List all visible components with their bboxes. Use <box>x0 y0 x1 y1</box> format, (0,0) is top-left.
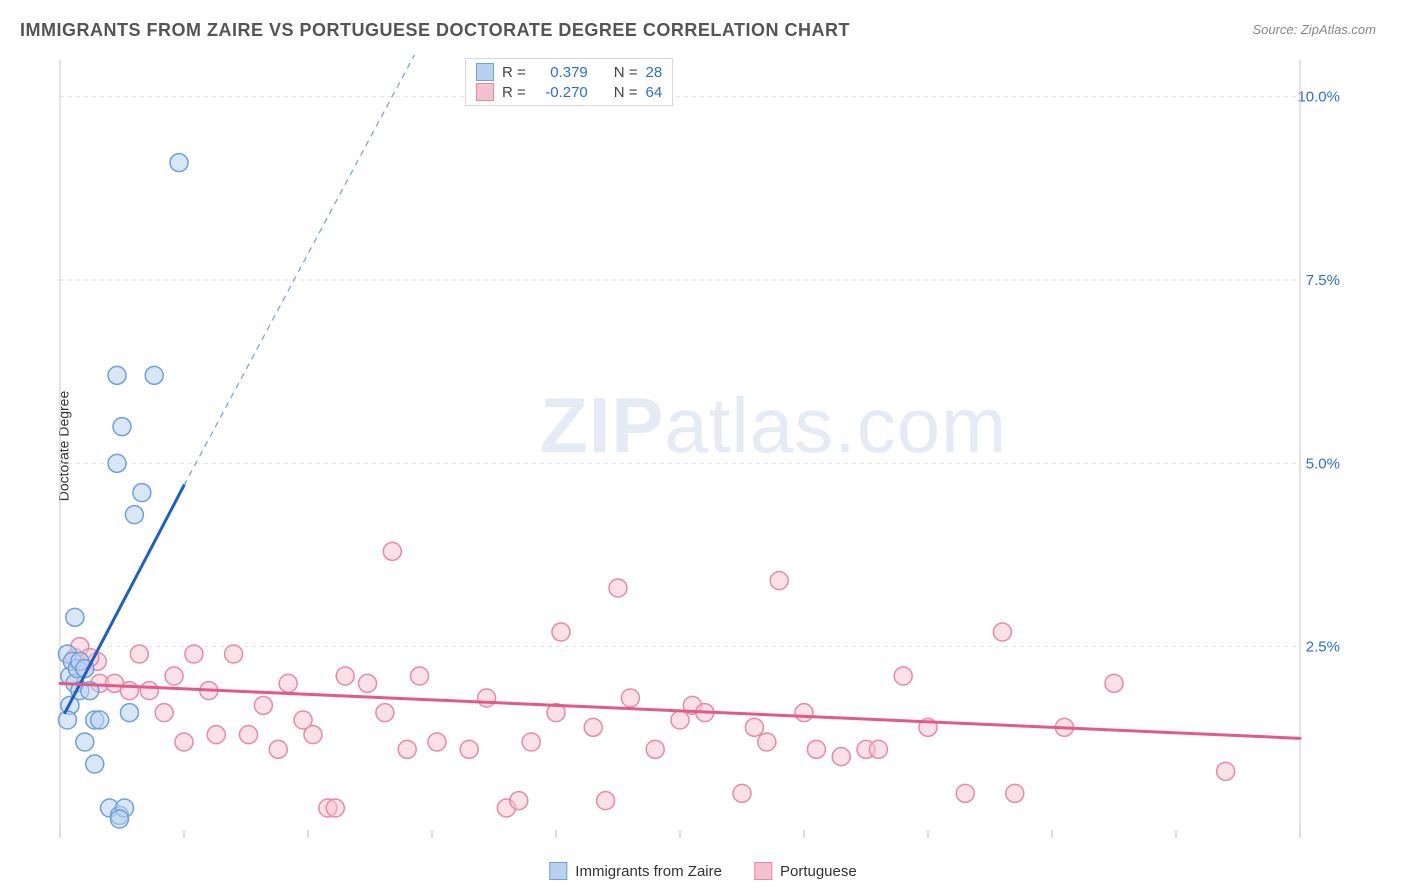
legend-item: Portuguese <box>754 862 857 880</box>
legend-label: Portuguese <box>780 863 857 880</box>
chart-area: 2.5%5.0%7.5%10.0%0.0%50.0% <box>50 55 1350 845</box>
stats-legend-box: R = 0.379 N = 28 R = -0.270 N = 64 <box>465 58 673 106</box>
r-value: -0.270 <box>534 84 588 101</box>
n-value: 64 <box>646 84 663 101</box>
legend-item: Immigrants from Zaire <box>549 862 722 880</box>
swatch-icon <box>549 862 567 880</box>
n-value: 28 <box>646 64 663 81</box>
svg-text:2.5%: 2.5% <box>1306 639 1340 656</box>
n-label: N = <box>614 84 638 101</box>
legend-label: Immigrants from Zaire <box>575 863 722 880</box>
swatch-icon <box>476 63 494 81</box>
source-attribution: Source: ZipAtlas.com <box>1252 22 1376 37</box>
bottom-legend: Immigrants from Zaire Portuguese <box>549 862 856 880</box>
source-prefix: Source: <box>1252 22 1300 37</box>
chart-title: IMMIGRANTS FROM ZAIRE VS PORTUGUESE DOCT… <box>20 20 850 41</box>
svg-text:5.0%: 5.0% <box>1306 455 1340 472</box>
n-label: N = <box>614 64 638 81</box>
r-label: R = <box>502 64 526 81</box>
svg-text:7.5%: 7.5% <box>1306 272 1340 289</box>
r-label: R = <box>502 84 526 101</box>
svg-text:10.0%: 10.0% <box>1297 89 1340 106</box>
stats-row: R = 0.379 N = 28 <box>476 63 662 81</box>
scatter-chart-svg: 2.5%5.0%7.5%10.0%0.0%50.0% <box>50 55 1350 845</box>
r-value: 0.379 <box>534 64 588 81</box>
swatch-icon <box>476 83 494 101</box>
swatch-icon <box>754 862 772 880</box>
stats-row: R = -0.270 N = 64 <box>476 83 662 101</box>
source-name: ZipAtlas.com <box>1301 22 1376 37</box>
